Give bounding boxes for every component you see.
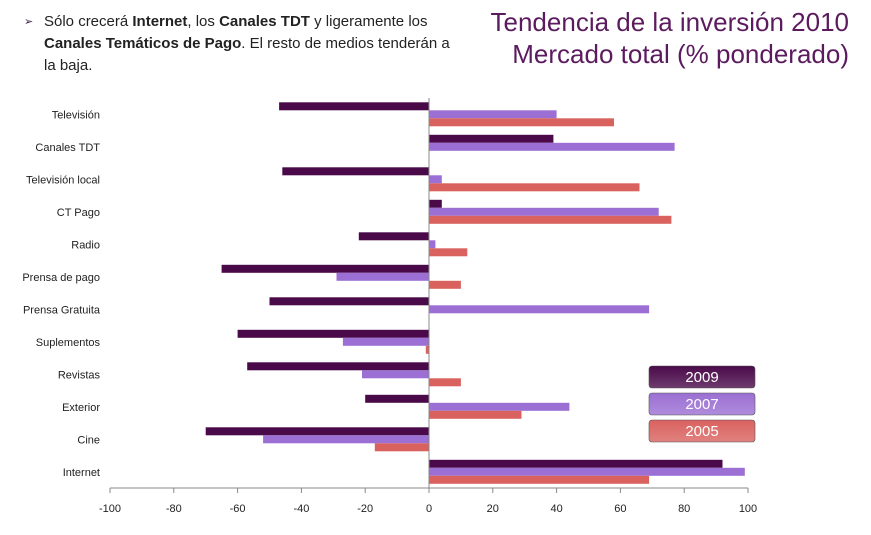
- legend-swatch-2005: [648, 419, 756, 443]
- bar-2007-8: [362, 370, 429, 379]
- bar-2007-3: [429, 207, 659, 216]
- x-tick-label: -100: [99, 503, 121, 515]
- bar-2007-7: [342, 337, 429, 346]
- bar-2005-8: [429, 378, 461, 387]
- bar-2005-11: [429, 475, 650, 484]
- x-tick-label: -80: [166, 503, 182, 515]
- bar-2009-10: [205, 427, 429, 436]
- bullet-bold-3: Canales Temáticos de Pago: [44, 35, 242, 52]
- chart-title: Tendencia de la inversión 2010 Mercado t…: [491, 6, 849, 70]
- legend-swatch-2007: [648, 392, 756, 416]
- category-label: Televisión: [52, 109, 100, 121]
- category-label: Prensa Gratuita: [23, 304, 101, 316]
- bar-2005-9: [429, 410, 522, 419]
- bar-2009-4: [358, 232, 429, 241]
- category-label: Televisión local: [26, 174, 100, 186]
- bar-2009-8: [247, 362, 429, 371]
- x-tick-label: 0: [426, 503, 432, 515]
- bar-2007-5: [336, 272, 429, 281]
- bar-2005-7: [425, 345, 429, 354]
- category-label: Prensa de pago: [22, 272, 100, 284]
- legend-label-2009: 2009: [685, 369, 718, 386]
- bullet-text-3: y ligeramente los: [309, 13, 428, 30]
- bullet-bold-1: Internet: [132, 13, 188, 30]
- bar-2009-6: [269, 297, 429, 306]
- category-label: Internet: [63, 467, 100, 479]
- bullet-text: ➢ Sólo crecerá Internet, los Canales TDT…: [24, 11, 464, 77]
- x-tick-label: -60: [230, 503, 246, 515]
- x-tick-label: 60: [614, 503, 626, 515]
- bullet-text-4: . El resto de medios tenderán a la baja.: [44, 35, 450, 74]
- x-tick-label: 20: [487, 503, 499, 515]
- bar-2005-4: [429, 248, 468, 257]
- bar-2005-2: [429, 183, 640, 192]
- category-label: Exterior: [62, 402, 100, 414]
- bar-2009-1: [429, 134, 554, 143]
- bar-2007-1: [429, 142, 675, 151]
- category-label: Revistas: [58, 369, 101, 381]
- x-tick-label: 100: [739, 503, 757, 515]
- bar-2007-0: [429, 110, 557, 119]
- bullet-text-2: , los: [187, 13, 220, 30]
- bar-2007-9: [429, 402, 570, 411]
- bar-2005-10: [374, 443, 429, 452]
- bar-2007-6: [429, 305, 650, 314]
- bar-2009-11: [429, 459, 723, 468]
- bar-2005-3: [429, 215, 672, 224]
- bar-2009-7: [237, 329, 429, 338]
- category-label: Cine: [77, 434, 100, 446]
- bar-2009-0: [279, 102, 429, 111]
- legend-label-2005: 2005: [685, 423, 718, 440]
- category-label: Canales TDT: [35, 142, 100, 154]
- x-tick-label: 80: [678, 503, 690, 515]
- bar-2007-10: [263, 435, 429, 444]
- x-tick-label: -20: [357, 503, 373, 515]
- arrow-bullet-icon: ➢: [24, 16, 34, 28]
- legend-label-2007: 2007: [685, 396, 718, 413]
- title-line-2: Mercado total (% ponderado): [512, 39, 849, 69]
- category-label: Radio: [71, 239, 100, 251]
- category-label: Suplementos: [36, 337, 101, 349]
- bar-2005-5: [429, 280, 461, 289]
- bullet-bold-2: Canales TDT: [219, 13, 310, 30]
- x-tick-label: 40: [550, 503, 562, 515]
- bar-2005-0: [429, 118, 614, 127]
- bullet-paragraph: Sólo crecerá Internet, los Canales TDT y…: [44, 11, 464, 77]
- bullet-text-1: Sólo crecerá: [44, 13, 133, 30]
- title-line-1: Tendencia de la inversión 2010: [490, 7, 849, 37]
- bar-2007-11: [429, 467, 745, 476]
- bar-2007-4: [429, 240, 436, 249]
- category-label: CT Pago: [57, 207, 100, 219]
- bar-2009-2: [282, 167, 429, 176]
- x-tick-label: -40: [293, 503, 309, 515]
- bar-2007-2: [429, 175, 442, 184]
- bar-2009-3: [429, 199, 442, 208]
- bar-2009-5: [221, 264, 429, 273]
- legend-swatch-2009: [648, 365, 756, 389]
- bar-2009-9: [365, 394, 429, 403]
